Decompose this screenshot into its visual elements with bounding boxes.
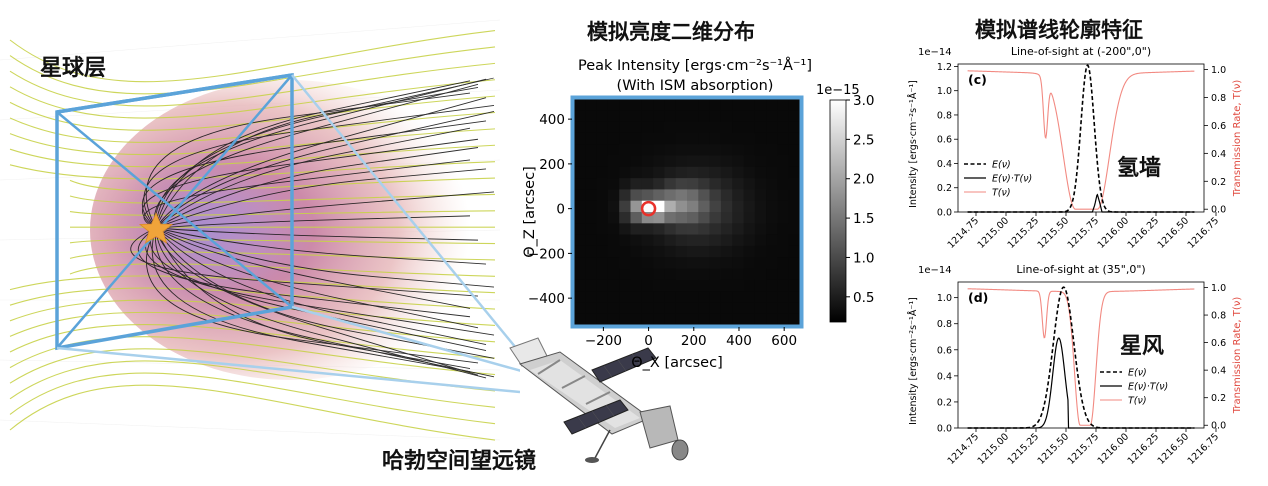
y2tick: 0.4 xyxy=(1211,149,1226,160)
ytick: 0.0 xyxy=(937,424,952,435)
ytick: 1.2 xyxy=(937,62,952,73)
y2tick: 0.6 xyxy=(1211,338,1226,349)
map-ytick: −400 xyxy=(528,291,565,307)
colorbar-tick: 0.5 xyxy=(853,290,874,306)
y2tick: 0.6 xyxy=(1211,121,1226,132)
ytick: 0.4 xyxy=(937,371,952,382)
ytick: 0.8 xyxy=(937,110,952,121)
map-ylabel: Θ_Z [arcsec] xyxy=(522,166,538,257)
map-title: 模拟亮度二维分布 xyxy=(587,16,755,46)
legend-entry: E(ν)·T(ν) xyxy=(1128,382,1168,393)
map-xlabel: Θ_X [arcsec] xyxy=(631,355,722,371)
panel-label: (d) xyxy=(968,290,988,305)
map-title-line2: (With ISM absorption) xyxy=(617,78,774,94)
legend-entry: T(ν) xyxy=(1128,396,1147,407)
xtick: 1216.75 xyxy=(1186,431,1222,467)
xtick: 1215.25 xyxy=(1006,215,1042,251)
star-layer-label: 星球层 xyxy=(40,50,106,82)
colorbar-tick: 2.5 xyxy=(853,132,874,148)
map-xtick: 400 xyxy=(726,333,752,349)
ytick: 0.2 xyxy=(937,397,952,408)
ytick: 0.6 xyxy=(937,135,952,146)
map-xtick: 600 xyxy=(771,333,797,349)
ytick: 0.6 xyxy=(937,345,952,356)
green-field-line xyxy=(10,385,495,440)
xtick: 1215.50 xyxy=(1036,431,1072,467)
xtick: 1216.00 xyxy=(1096,431,1132,467)
spectrum-title: Line-of-sight at (-200",0") xyxy=(1011,45,1151,58)
map-xtick: 200 xyxy=(681,333,707,349)
y2tick: 0.4 xyxy=(1211,366,1226,377)
ytick: 1.0 xyxy=(937,293,952,304)
spectrum-axes xyxy=(958,282,1204,428)
colorbar xyxy=(830,100,846,322)
xtick: 1214.75 xyxy=(946,431,982,467)
colorbar-tick: 1.5 xyxy=(853,211,874,227)
panel-label: (c) xyxy=(968,72,987,87)
map-ytick: 200 xyxy=(539,157,565,173)
ytick: 1.0 xyxy=(937,86,952,97)
ytick: 0.4 xyxy=(937,159,952,170)
colorbar-tick: 2.0 xyxy=(853,172,874,188)
xtick: 1215.00 xyxy=(976,215,1012,251)
xtick: 1215.75 xyxy=(1066,431,1102,467)
y2tick: 0.0 xyxy=(1211,421,1226,432)
map-figure: Peak Intensity [ergs·cm⁻²s⁻¹Å⁻¹] (With IS… xyxy=(520,48,900,378)
legend-entry: T(ν) xyxy=(992,188,1011,199)
map-xtick: 0 xyxy=(644,333,653,349)
y2tick: 0.8 xyxy=(1211,311,1226,322)
xtick: 1215.75 xyxy=(1066,215,1102,251)
legend-entry: E(ν) xyxy=(1128,368,1147,379)
stellar-wind-label: 星风 xyxy=(1120,328,1164,360)
hubble-label: 哈勃空间望远镜 xyxy=(382,443,536,475)
legend-entry: E(ν)·T(ν) xyxy=(992,174,1032,185)
map-xtick: −200 xyxy=(585,333,622,349)
legend-entry: E(ν) xyxy=(992,160,1011,171)
hydrogen-wall-label: 氢墙 xyxy=(1117,150,1161,182)
colorbar-tick: 3.0 xyxy=(853,93,874,109)
spectrum-exponent: 1e−14 xyxy=(918,265,952,276)
spectrum-title: Line-of-sight at (35",0") xyxy=(1016,263,1145,276)
y2label: Transmission Rate, T(ν) xyxy=(1232,297,1243,415)
colorbar-tick: 1.0 xyxy=(853,250,874,266)
xtick: 1215.00 xyxy=(976,431,1012,467)
map-ytick: 0 xyxy=(556,202,565,218)
ytick: 0.8 xyxy=(937,319,952,330)
xtick: 1216.50 xyxy=(1156,431,1192,467)
xtick: 1216.75 xyxy=(1186,215,1222,251)
y2tick: 1.0 xyxy=(1211,283,1226,294)
y2tick: 0.0 xyxy=(1211,205,1226,216)
map-title-line1: Peak Intensity [ergs·cm⁻²s⁻¹Å⁻¹] xyxy=(578,57,812,74)
y2tick: 1.0 xyxy=(1211,65,1226,76)
spectrum-panel-d: Line-of-sight at (35",0") 1e−14 (d) 0.0 0.2 0… xyxy=(900,256,1268,482)
y2tick: 0.2 xyxy=(1211,393,1226,404)
spectrum-panel-c: Line-of-sight at (-200",0") 1e−14 (c) 0.0 0.… xyxy=(900,38,1268,260)
xtick: 1216.25 xyxy=(1126,431,1162,467)
ylabel: Intensity [ergs·cm⁻²s⁻¹Å⁻¹] xyxy=(907,80,919,208)
map-ytick: 400 xyxy=(539,112,565,128)
xtick: 1216.00 xyxy=(1096,215,1132,251)
y2tick: 0.8 xyxy=(1211,93,1226,104)
xtick: 1216.50 xyxy=(1156,215,1192,251)
xtick: 1216.25 xyxy=(1126,215,1162,251)
xtick: 1215.25 xyxy=(1006,431,1042,467)
xtick: 1214.75 xyxy=(946,215,982,251)
ytick: 0.0 xyxy=(937,208,952,219)
ylabel: Intensity [ergs·cm⁻²s⁻¹Å⁻¹] xyxy=(907,297,919,425)
spectrum-exponent: 1e−14 xyxy=(918,47,952,58)
y2tick: 0.2 xyxy=(1211,177,1226,188)
xtick: 1215.50 xyxy=(1036,215,1072,251)
ytick: 0.2 xyxy=(937,183,952,194)
y2label: Transmission Rate, T(ν) xyxy=(1232,80,1243,198)
